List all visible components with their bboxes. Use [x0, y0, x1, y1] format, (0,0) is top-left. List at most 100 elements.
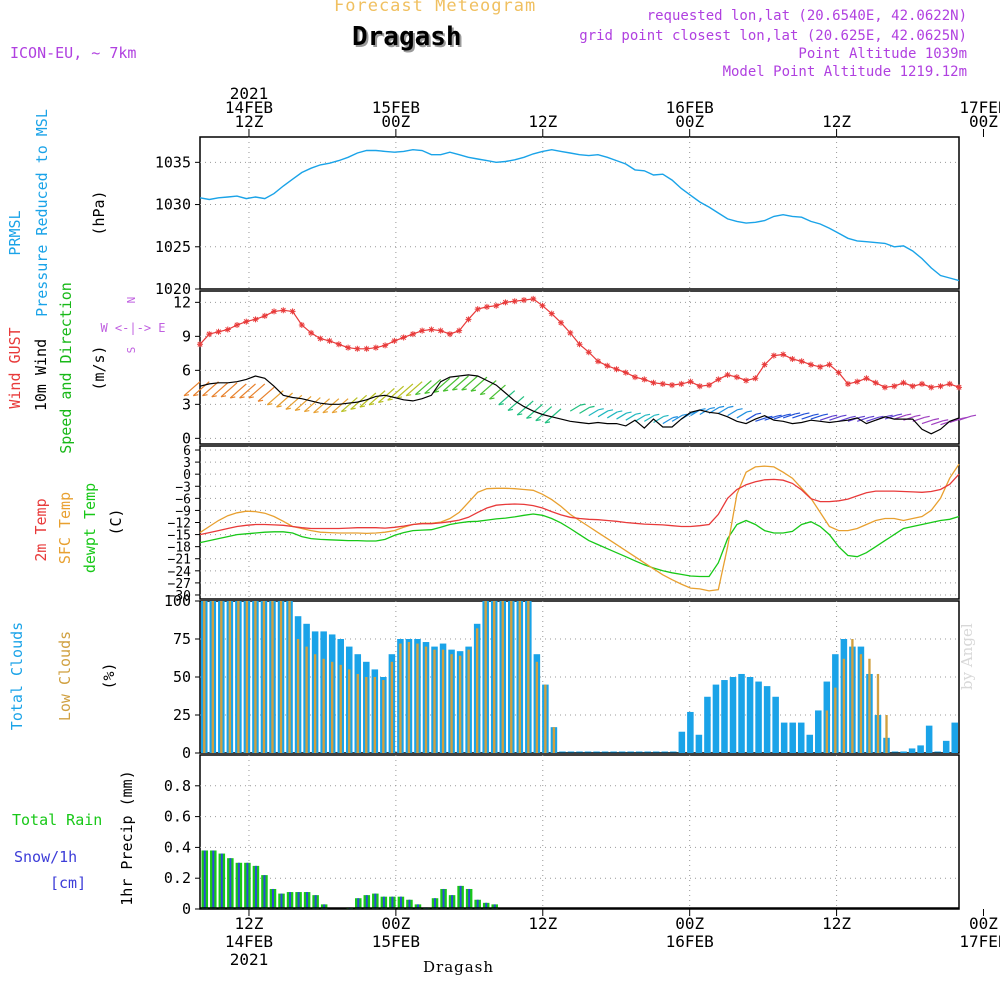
precip-unit: 1hr Precip (mm)	[118, 770, 136, 905]
wind-barb	[727, 409, 738, 417]
low-cloud-bar	[859, 654, 863, 753]
pressure-unit: (hPa)	[90, 190, 108, 235]
x-tick-label: 17FEB	[959, 932, 1000, 951]
wind-barb	[461, 375, 479, 391]
x-tick-label: 00Z	[381, 914, 410, 933]
y-tick-label: 0	[182, 900, 191, 918]
wind-barb-head	[378, 400, 384, 404]
wind-barb	[625, 413, 637, 421]
wind-unit: (m/s)	[90, 345, 108, 390]
gust-marker	[437, 327, 444, 334]
total-cloud-bar	[900, 751, 907, 753]
wind-barb-head	[832, 414, 838, 417]
gust-marker	[752, 375, 759, 382]
wind-barb-head	[718, 405, 725, 408]
wind-barb	[866, 416, 879, 422]
gust-marker	[530, 295, 537, 302]
wind-barb-head	[887, 414, 893, 417]
wind-barb-head	[470, 389, 477, 392]
wind-barb	[498, 390, 516, 406]
gust-marker	[308, 329, 315, 336]
wind-barb	[516, 400, 534, 416]
low-cloud-bar	[237, 601, 240, 753]
low-cloud-bar	[356, 673, 359, 753]
gust-marker	[511, 298, 518, 305]
snow-bar	[306, 892, 309, 909]
wind-barb-head	[248, 396, 254, 399]
wind-barb	[643, 414, 655, 422]
wind-barb	[405, 381, 423, 397]
model-label: ICON-EU, ~ 7km	[10, 44, 137, 62]
low-cloud-bar	[399, 643, 402, 753]
wind-barb	[294, 395, 312, 411]
wind-barb-head	[480, 392, 486, 396]
wind-barb	[921, 419, 935, 425]
gust-marker	[650, 379, 657, 386]
low-cloud-bar	[279, 601, 283, 753]
wind-barb	[396, 383, 414, 399]
gust-marker	[946, 380, 953, 387]
low-cloud-bar	[211, 601, 214, 753]
x-tick-label: 14FEB	[225, 98, 273, 117]
y-tick-label: 1030	[155, 196, 191, 214]
low-cloud-bar	[544, 684, 547, 753]
gust-marker	[197, 341, 203, 348]
snow-bar	[408, 899, 411, 909]
gust-marker	[271, 308, 278, 315]
wind-barb	[442, 376, 460, 392]
wind-barb-head	[672, 416, 678, 419]
wind-barb-head	[841, 414, 847, 417]
low-cloud-bar	[851, 639, 854, 753]
point-altitude: Point Altitude 1039m	[798, 46, 967, 62]
snow-bar	[391, 896, 394, 909]
wind-barb-head	[896, 413, 903, 416]
gust-marker	[243, 318, 250, 325]
panel-wind: 0 3 6 9 12	[173, 290, 960, 447]
wind-barb	[211, 382, 229, 398]
gust-marker	[613, 366, 620, 373]
gust-marker	[669, 382, 676, 389]
wind-barb-head	[598, 408, 604, 411]
snow-bar	[314, 895, 317, 909]
wind-barb-head	[700, 408, 706, 411]
gust-marker	[881, 384, 888, 391]
gust-marker	[687, 378, 694, 385]
x-tick-label: 16FEB	[666, 932, 714, 951]
total-cloud-bar	[797, 722, 805, 753]
wind-barb	[424, 378, 442, 394]
snow-bar	[323, 904, 326, 909]
model-altitude: Model Point Altitude 1219.12m	[722, 64, 967, 80]
wind-barb	[653, 415, 664, 423]
wind-barb-head	[663, 414, 669, 418]
x-tick-label: 00Z	[969, 914, 998, 933]
wind-barb-head	[415, 392, 421, 396]
total-cloud-bar	[704, 696, 711, 753]
x-tick-label: 12Z	[235, 914, 264, 933]
wind-barb-head	[785, 413, 791, 416]
wind-barb	[359, 392, 377, 408]
wind-barb	[819, 415, 833, 421]
temp-label-dewpt: dewpt Temp	[81, 483, 99, 573]
low-cloud-bar	[416, 643, 419, 753]
panel-pressure: 1020 1025 1030 1035	[155, 136, 960, 298]
wind-barb-head	[220, 395, 227, 398]
low-cloud-bar	[868, 658, 871, 753]
gust-marker	[557, 319, 564, 326]
y-tick-label: 0.6	[164, 808, 191, 826]
wind-barb-head	[635, 412, 641, 415]
wind-barbs	[183, 375, 977, 426]
gust-marker	[215, 328, 222, 335]
x-tick-label: 00Z	[381, 112, 410, 131]
total-cloud-bar	[746, 677, 754, 753]
wind-barb-head	[644, 413, 651, 416]
gust-marker	[539, 302, 546, 309]
wind-barb-head	[681, 413, 688, 416]
gust-marker	[206, 331, 213, 338]
low-cloud-bar	[228, 601, 232, 753]
gust-marker	[576, 341, 583, 348]
snow-bar	[416, 904, 419, 909]
y-tick-label: 6	[182, 361, 191, 379]
gust-marker	[863, 375, 870, 382]
low-cloud-bar	[518, 601, 521, 753]
